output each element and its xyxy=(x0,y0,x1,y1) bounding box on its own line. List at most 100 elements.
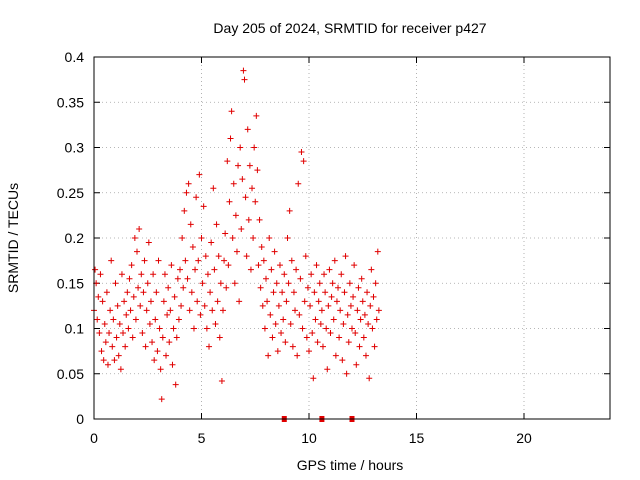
data-point xyxy=(290,289,297,296)
data-point xyxy=(168,262,175,269)
data-point xyxy=(123,311,130,318)
data-point xyxy=(100,357,107,364)
data-point xyxy=(354,307,361,314)
data-point xyxy=(247,266,254,273)
data-point xyxy=(360,334,367,341)
data-point xyxy=(324,366,331,373)
data-point xyxy=(307,302,314,309)
data-point xyxy=(359,298,366,305)
data-point xyxy=(151,357,158,364)
data-point xyxy=(231,280,238,287)
data-point xyxy=(236,298,243,305)
data-point xyxy=(193,194,200,201)
data-point xyxy=(313,262,320,269)
data-point xyxy=(145,239,152,246)
data-point xyxy=(114,302,121,309)
data-point xyxy=(141,257,148,264)
data-point xyxy=(349,325,355,332)
data-point xyxy=(297,275,304,282)
data-point xyxy=(238,225,245,232)
data-point xyxy=(330,316,337,323)
data-point xyxy=(169,361,176,368)
data-point xyxy=(213,221,220,228)
data-point xyxy=(175,316,182,323)
data-point xyxy=(126,275,133,282)
data-point xyxy=(261,325,268,332)
data-point xyxy=(311,289,318,296)
data-point xyxy=(189,244,196,251)
data-point xyxy=(220,307,226,314)
data-point xyxy=(112,280,119,287)
y-tick-label: 0.3 xyxy=(65,140,85,156)
data-point xyxy=(370,293,377,300)
data-point xyxy=(136,225,143,232)
data-point xyxy=(318,307,325,314)
data-point xyxy=(365,320,372,327)
data-point xyxy=(265,352,272,359)
data-point xyxy=(161,271,168,278)
data-point xyxy=(253,112,260,119)
data-point xyxy=(160,298,167,305)
data-point xyxy=(102,339,109,346)
data-point xyxy=(281,271,288,278)
data-point xyxy=(199,280,206,287)
data-point xyxy=(341,289,348,296)
data-point xyxy=(211,266,218,273)
data-point xyxy=(110,316,117,323)
y-tick-label: 0.15 xyxy=(57,275,84,291)
data-point xyxy=(170,325,177,332)
data-point xyxy=(342,253,349,260)
data-point xyxy=(194,298,201,305)
data-point xyxy=(96,330,103,337)
data-point xyxy=(260,257,267,264)
data-point xyxy=(316,280,323,287)
data-point xyxy=(344,311,351,318)
data-point xyxy=(201,302,208,309)
data-point xyxy=(306,348,312,355)
data-point xyxy=(117,366,124,373)
data-point xyxy=(143,307,150,314)
data-point xyxy=(237,144,244,151)
data-point xyxy=(351,262,358,269)
data-point xyxy=(183,189,190,196)
data-point xyxy=(331,257,338,264)
data-point xyxy=(128,262,135,269)
data-point xyxy=(180,284,187,291)
data-point xyxy=(325,302,332,309)
data-point xyxy=(375,307,382,314)
axis-ticks xyxy=(93,56,610,420)
data-point xyxy=(346,280,353,287)
data-point xyxy=(206,343,213,350)
y-tick-label: 0.05 xyxy=(57,366,84,382)
data-point xyxy=(113,334,120,341)
data-point xyxy=(172,381,179,388)
data-point xyxy=(362,352,369,359)
data-point xyxy=(92,266,99,273)
y-tick-label: 0 xyxy=(76,411,84,427)
data-point xyxy=(309,330,316,337)
data-point xyxy=(338,271,345,278)
data-point xyxy=(326,266,333,273)
data-point xyxy=(240,67,247,74)
data-point xyxy=(177,266,183,273)
data-point xyxy=(358,275,365,282)
data-point xyxy=(284,235,291,241)
data-point xyxy=(251,144,258,151)
data-point xyxy=(293,266,300,273)
data-point xyxy=(116,320,123,327)
data-point xyxy=(340,320,347,327)
data-point xyxy=(268,266,275,273)
y-tick-label: 0.2 xyxy=(65,230,85,246)
y-tick-label: 0.1 xyxy=(65,321,85,337)
data-point xyxy=(208,239,215,246)
data-point xyxy=(165,284,172,291)
data-point xyxy=(224,158,231,165)
data-point xyxy=(150,271,157,278)
data-point xyxy=(154,348,161,355)
data-point xyxy=(266,235,273,241)
data-point xyxy=(135,284,142,291)
data-point xyxy=(153,289,160,296)
data-point xyxy=(364,289,371,296)
data-point xyxy=(210,185,217,192)
